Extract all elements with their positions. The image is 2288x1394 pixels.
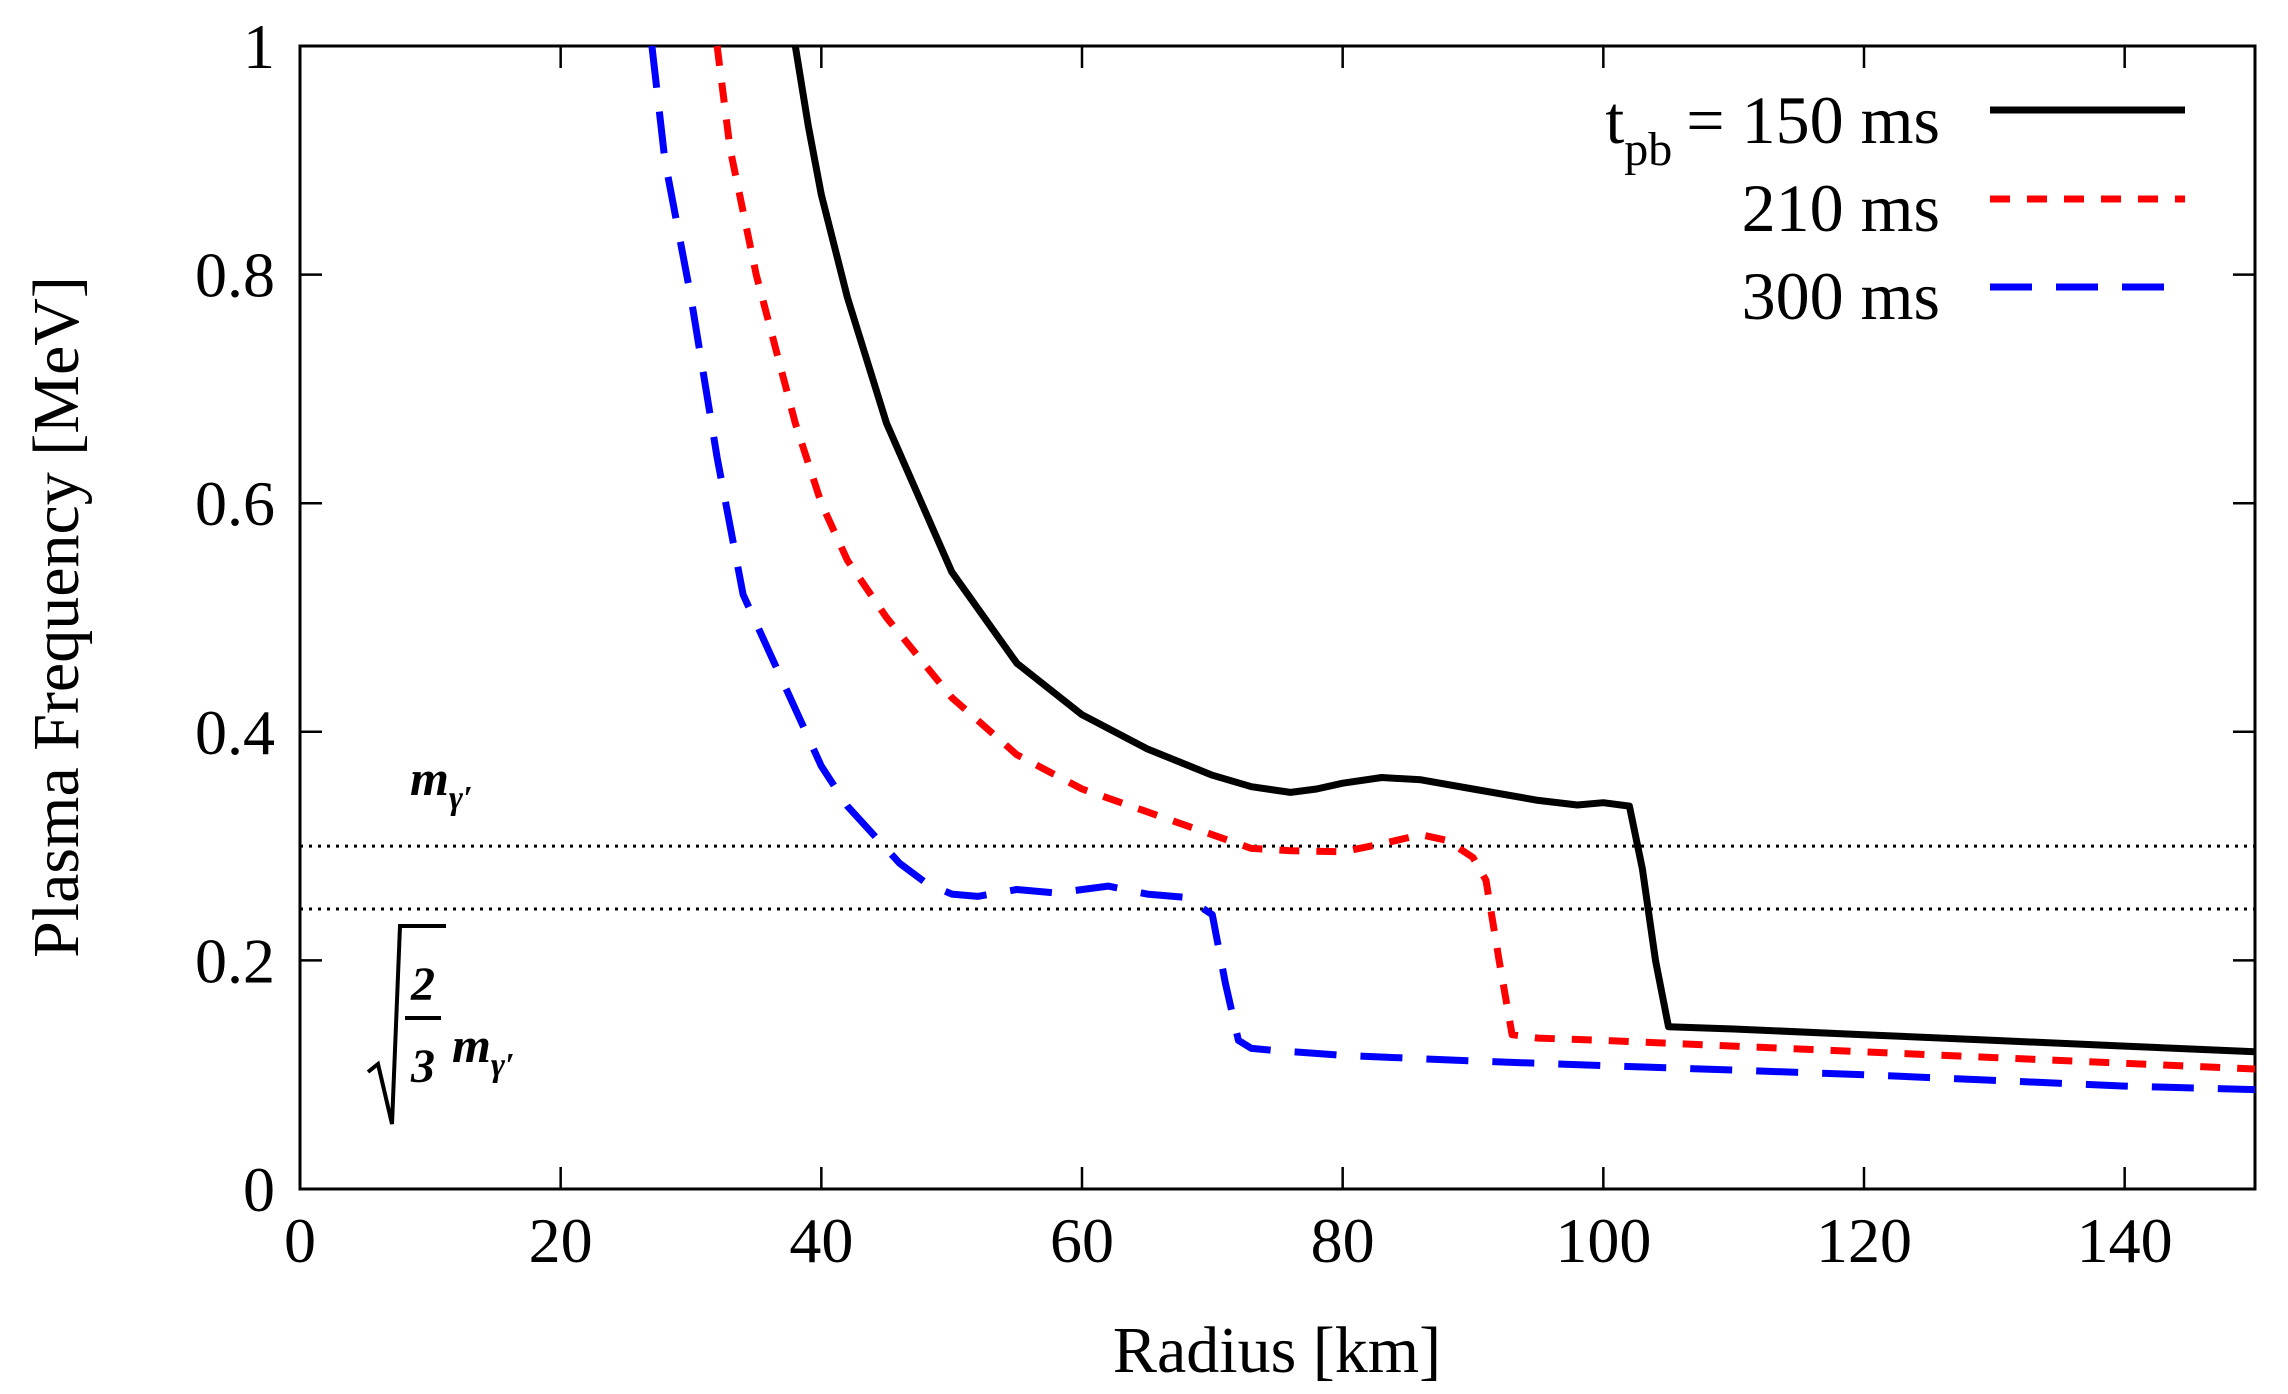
x-tick-label: 120 <box>1816 1205 1912 1276</box>
y-tick-label: 0.2 <box>195 925 275 996</box>
x-axis-title: Radius [km] <box>1113 1314 1441 1387</box>
x-axis-ticks: 0 20 40 60 80 100 120 140 <box>284 46 2173 1276</box>
series-layer <box>648 45 2256 1094</box>
plot-frame <box>298 44 2257 1191</box>
y-axis-ticks: 0 0.2 0.4 0.6 0.8 1 <box>195 11 2255 1225</box>
series-line-150ms <box>791 45 2256 1056</box>
annotation-lower-m-gamma-prime: mγ′ <box>452 1017 515 1084</box>
y-tick-label: 0.4 <box>195 697 275 768</box>
annotation-m-subscript: γ′ <box>449 780 473 817</box>
legend: tpb = 150 ms 210 ms 300 ms <box>1605 82 2185 334</box>
x-tick-label: 100 <box>1555 1205 1651 1276</box>
series-line-210ms <box>713 45 2256 1073</box>
legend-prefix-subscript: pb <box>1624 123 1672 176</box>
legend-prefix: t <box>1605 82 1624 158</box>
fraction-denominator: 3 <box>410 1040 435 1093</box>
x-tick-label: 140 <box>2077 1205 2173 1276</box>
series-line-300ms <box>648 45 2256 1094</box>
y-tick-label: 0.8 <box>195 240 275 311</box>
legend-label-150ms: tpb = 150 ms <box>1605 82 1940 176</box>
annotation-m-gamma-prime: mγ′ <box>410 750 473 817</box>
annotation-sqrt-two-thirds-m-gamma-prime: 2 3 mγ′ <box>366 924 515 1125</box>
y-tick-label: 1 <box>243 11 275 82</box>
x-tick-label: 80 <box>1311 1205 1375 1276</box>
x-tick-label: 40 <box>789 1205 853 1276</box>
x-tick-label: 60 <box>1050 1205 1114 1276</box>
legend-label-text: = 150 ms <box>1686 82 1940 158</box>
annotation-m: m <box>410 750 449 806</box>
y-tick-label: 0.6 <box>195 468 275 539</box>
x-tick-label: 0 <box>284 1205 316 1276</box>
x-tick-label: 20 <box>529 1205 593 1276</box>
annotation-lower-m-subscript: γ′ <box>491 1047 515 1084</box>
sqrt-sign-icon <box>366 924 446 1125</box>
fraction-numerator: 2 <box>410 958 435 1011</box>
y-tick-label: 0 <box>243 1154 275 1225</box>
legend-label-210ms: 210 ms <box>1742 170 1940 246</box>
annotation-lower-m: m <box>452 1017 491 1073</box>
y-axis-title: Plasma Frequency [MeV] <box>20 276 93 958</box>
legend-label-300ms: 300 ms <box>1742 258 1940 334</box>
